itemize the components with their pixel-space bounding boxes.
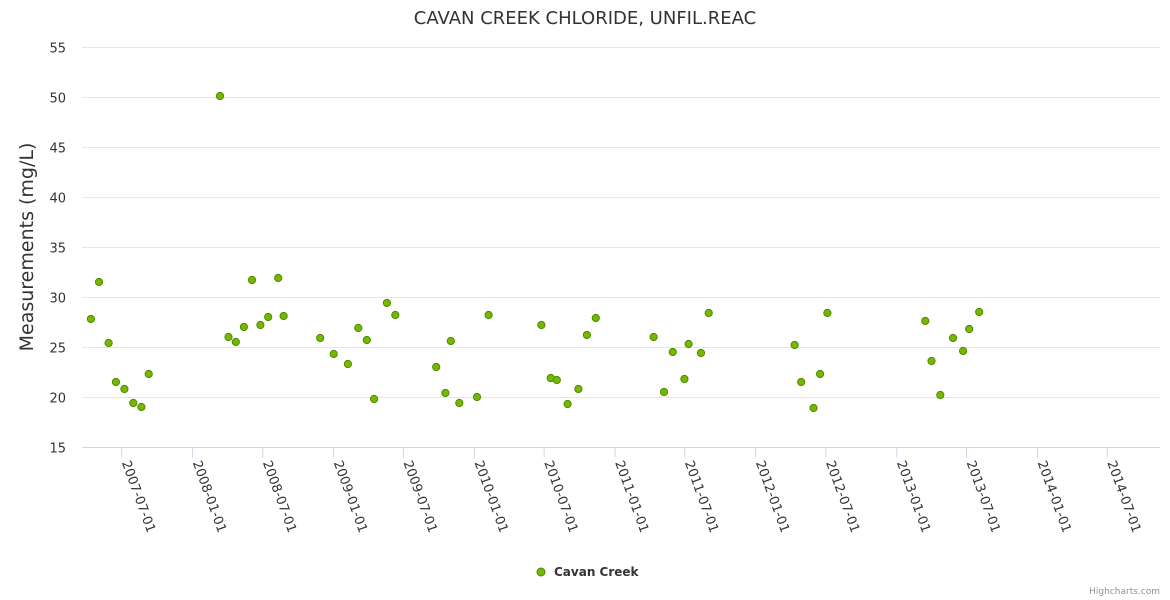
credits-link[interactable]: Highcharts.com xyxy=(1089,587,1160,597)
legend-marker[interactable] xyxy=(536,567,546,577)
data-point[interactable] xyxy=(704,308,713,318)
data-point[interactable] xyxy=(816,369,825,379)
y-tick-label: 45 xyxy=(49,142,66,157)
data-point[interactable] xyxy=(472,392,482,402)
data-point[interactable] xyxy=(959,346,968,356)
data-point[interactable] xyxy=(94,277,104,287)
y-tick-label: 50 xyxy=(49,92,66,107)
data-point[interactable] xyxy=(680,374,689,384)
series-cavan-creek[interactable] xyxy=(86,91,984,413)
data-point[interactable] xyxy=(354,323,363,333)
data-point[interactable] xyxy=(239,322,248,332)
chart-title: CAVAN CREEK CHLORIDE, UNFIL.REAC xyxy=(414,8,756,29)
y-tick-label: 20 xyxy=(49,392,66,407)
data-point[interactable] xyxy=(111,377,121,387)
data-point[interactable] xyxy=(247,275,257,285)
data-point[interactable] xyxy=(921,316,930,326)
data-point[interactable] xyxy=(316,333,325,343)
y-tick-label: 30 xyxy=(49,292,66,307)
data-point[interactable] xyxy=(823,308,832,318)
data-point[interactable] xyxy=(537,320,546,330)
data-point[interactable] xyxy=(582,330,592,340)
data-point[interactable] xyxy=(382,298,391,308)
data-point[interactable] xyxy=(684,339,693,349)
data-point[interactable] xyxy=(927,356,936,366)
data-point[interactable] xyxy=(441,388,450,398)
data-point[interactable] xyxy=(975,307,984,317)
data-point[interactable] xyxy=(137,402,146,412)
data-point[interactable] xyxy=(224,332,233,342)
data-point[interactable] xyxy=(264,312,273,322)
data-point[interactable] xyxy=(668,347,677,357)
data-point[interactable] xyxy=(215,91,225,101)
data-point[interactable] xyxy=(104,338,113,348)
data-point[interactable] xyxy=(343,359,352,369)
data-point[interactable] xyxy=(659,387,669,397)
data-point[interactable] xyxy=(484,310,493,320)
data-point[interactable] xyxy=(790,340,799,350)
data-point[interactable] xyxy=(129,398,138,408)
data-point[interactable] xyxy=(965,324,974,334)
data-point[interactable] xyxy=(329,349,338,359)
data-point[interactable] xyxy=(936,390,945,400)
y-axis-label: Measurements (mg/L) xyxy=(16,143,38,352)
data-point[interactable] xyxy=(370,394,379,404)
y-gridlines xyxy=(82,47,1160,398)
data-point[interactable] xyxy=(279,311,288,321)
y-tick-label: 25 xyxy=(49,342,66,357)
data-point[interactable] xyxy=(144,369,153,379)
data-point[interactable] xyxy=(446,336,455,346)
legend[interactable]: Cavan Creek xyxy=(536,565,640,579)
data-point[interactable] xyxy=(649,332,658,342)
data-point[interactable] xyxy=(391,310,400,320)
data-point[interactable] xyxy=(231,337,240,347)
data-point[interactable] xyxy=(86,314,96,324)
data-point[interactable] xyxy=(120,384,129,394)
y-tick-label: 55 xyxy=(49,42,66,57)
y-tick-labels: 15 20 25 30 35 40 45 50 55 xyxy=(49,42,66,457)
data-point[interactable] xyxy=(552,375,561,385)
data-point[interactable] xyxy=(432,362,441,372)
legend-item-label[interactable]: Cavan Creek xyxy=(554,565,640,579)
data-point[interactable] xyxy=(274,273,283,283)
data-point[interactable] xyxy=(696,348,706,358)
data-point[interactable] xyxy=(455,398,464,408)
data-point[interactable] xyxy=(362,335,371,345)
data-point[interactable] xyxy=(574,384,583,394)
data-point[interactable] xyxy=(797,377,806,387)
y-tick-label: 40 xyxy=(49,192,66,207)
y-tick-label: 15 xyxy=(49,442,66,457)
data-point[interactable] xyxy=(591,313,600,323)
y-tick-label: 35 xyxy=(49,242,66,257)
data-point[interactable] xyxy=(948,333,958,343)
data-point[interactable] xyxy=(256,320,265,330)
data-point[interactable] xyxy=(563,399,572,409)
data-point[interactable] xyxy=(809,403,818,413)
